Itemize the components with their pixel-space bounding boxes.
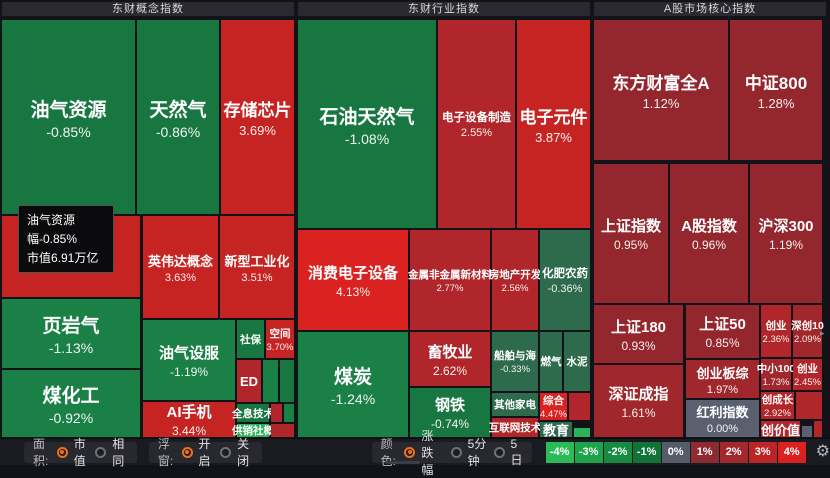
radio-float-on[interactable] (181, 446, 193, 458)
filler-tile[interactable] (569, 393, 590, 420)
tile-social-security[interactable]: 社保 (237, 320, 264, 358)
float-label: 浮窗: (157, 437, 174, 468)
tile-csi300[interactable]: 沪深300 1.19% (750, 164, 822, 303)
tile-sme100[interactable]: 中小100 1.73% (757, 359, 795, 390)
tile-sse180[interactable]: 上证180 0.93% (594, 305, 683, 363)
radio-color-change-pct[interactable] (404, 446, 416, 458)
tile-electronic-components[interactable]: 电子元件 3.87% (517, 20, 590, 228)
tile-coal[interactable]: 煤炭 -1.24% (298, 332, 408, 437)
area-option-equal[interactable]: 相同 (112, 437, 125, 468)
legend-chip: 4% (777, 441, 806, 463)
tile-natural-gas[interactable]: 天然气 -0.86% (137, 20, 219, 214)
area-control-group: 面积: 市值 相同 (24, 437, 137, 468)
legend-chip: -1% (632, 441, 661, 463)
float-option-on[interactable]: 开启 (198, 437, 211, 468)
legend-chip: 3% (748, 441, 777, 463)
tile-chinext-composite[interactable]: 创业板综 1.97% (686, 360, 759, 398)
tile-new-materials[interactable]: 金属非金属新材料 2.77% (408, 230, 492, 330)
tooltip-change: 幅-0.85% (27, 232, 78, 246)
radio-area-marketcap[interactable] (56, 446, 68, 458)
tile-new-industrialization[interactable]: 新型工业化 3.51% (220, 216, 294, 318)
color-mode-control-group: 颜色: 涨跌幅 5分钟 5日 (371, 429, 532, 477)
area-option-marketcap[interactable]: 市值 (73, 437, 86, 468)
tile-ed[interactable]: ED (237, 360, 261, 402)
float-option-off[interactable]: 关闭 (237, 437, 250, 468)
filler-tile[interactable] (263, 360, 278, 402)
tile-csi800[interactable]: 中证800 1.28% (730, 20, 822, 160)
color-scale-legend: -4% -3% -2% -1% 0% 1% 2% 3% 4% (545, 441, 806, 463)
tile-education[interactable]: 教育 (540, 422, 572, 438)
area-label: 面积: (33, 437, 49, 468)
tile-livestock[interactable]: 畜牧业 2.62% (410, 332, 490, 386)
tile-sse-composite[interactable]: 上证指数 0.95% (594, 164, 668, 303)
tile-oil-gas-resources[interactable]: 油气资源 -0.85% (2, 20, 135, 214)
tile-holography[interactable]: 全息技术 (232, 404, 274, 422)
tile-electronic-equipment-mfg[interactable]: 电子设备制造 2.55% (438, 20, 515, 228)
float-window-control-group: 浮窗: 开启 关闭 (148, 437, 262, 468)
tile-chinext[interactable]: 创业 2.36% (761, 305, 791, 357)
filler-tile[interactable] (802, 426, 812, 437)
bottom-toolbar: 面积: 市值 相同 浮窗: 开启 关闭 颜色: 涨跌幅 5分钟 5日 -4% -… (0, 429, 830, 477)
tile-dividend-index[interactable]: 红利指数 0.00% (686, 400, 759, 437)
tile-consumer-electronics[interactable]: 消费电子设备 4.13% (298, 230, 408, 330)
filler-tile[interactable] (284, 404, 294, 422)
legend-chip: 1% (690, 441, 719, 463)
panel-header-core-index: A股市场核心指数 (594, 2, 826, 16)
filler-tile[interactable] (271, 404, 282, 422)
tile-chinext-growth[interactable]: 创成长 2.92% (761, 392, 794, 419)
radio-color-5min[interactable] (450, 446, 462, 458)
tile-conglomerate[interactable]: 综合 4.47% (540, 393, 567, 420)
radio-area-equal[interactable] (95, 446, 107, 458)
filler-tile[interactable] (280, 360, 294, 402)
tile-shale-gas[interactable]: 页岩气 -1.13% (2, 299, 140, 368)
scrollbar-thumb[interactable] (385, 461, 420, 464)
tile-chinext-2[interactable]: 创业 2.45% (793, 359, 822, 390)
filler-tile[interactable] (796, 392, 822, 419)
color-option-5day[interactable]: 5日 (510, 436, 523, 467)
color-option-change-pct[interactable]: 涨跌幅 (421, 428, 434, 477)
legend-chip: 0% (661, 441, 690, 463)
resize-arrow-icon[interactable]: ▸ (820, 328, 825, 338)
tile-shipbuilding-marine[interactable]: 船舶与海 -0.33% (492, 332, 538, 391)
color-option-5min[interactable]: 5分钟 (467, 437, 487, 468)
legend-chip: 2% (719, 441, 748, 463)
filler-tile[interactable] (271, 424, 294, 437)
tile-tooltip: 油气资源 幅-0.85% 市值6.91万亿 (18, 205, 114, 273)
tile-steel[interactable]: 钢铁 -0.74% (410, 388, 490, 437)
panel-header-concept: 东财概念指数 (2, 2, 294, 16)
tile-internet-tech[interactable]: 互联网技术 (489, 418, 541, 437)
tile-real-estate-dev[interactable]: 房地产开发 2.56% (489, 230, 541, 330)
tile-sse50[interactable]: 上证50 0.85% (686, 305, 759, 358)
tile-eastmoney-all-a[interactable]: 东方财富全A 1.12% (594, 20, 728, 160)
tile-petroleum-gas[interactable]: 石油天然气 -1.08% (298, 20, 436, 228)
tile-oil-gas-services[interactable]: 油气设服 -1.19% (143, 320, 235, 400)
tile-ai-phone[interactable]: AI手机 3.44% (143, 402, 235, 438)
radio-color-5day[interactable] (493, 446, 505, 458)
heatmap-treemap: 东财概念指数 东财行业指数 A股市场核心指数 油气资源 -0.85% 天然气 -… (2, 2, 826, 438)
tile-fertilizer-pesticide[interactable]: 化肥农药 -0.36% (540, 230, 590, 330)
legend-chip: -2% (603, 441, 632, 463)
gear-icon[interactable]: ⚙ (815, 443, 830, 460)
tile-supply-coop[interactable]: 供销社概 (232, 424, 274, 437)
filler-tile[interactable] (574, 428, 590, 437)
tile-shenchuang10[interactable]: 深创10 2.09% (791, 305, 824, 357)
tile-nvidia-concept[interactable]: 英伟达概念 3.63% (143, 216, 218, 318)
tile-other-appliances[interactable]: 其他家电 (492, 393, 538, 416)
tile-a-share-index[interactable]: A股指数 0.96% (670, 164, 748, 303)
tile-coal-chemical[interactable]: 煤化工 -0.92% (2, 370, 140, 437)
legend-chip: -4% (545, 441, 574, 463)
tile-memory-chips[interactable]: 存储芯片 3.69% (221, 20, 294, 214)
panel-header-industry: 东财行业指数 (298, 2, 590, 16)
tile-szse-component[interactable]: 深证成指 1.61% (594, 365, 683, 437)
legend-chip: -3% (574, 441, 603, 463)
tile-space[interactable]: 空间 3.70% (266, 320, 294, 358)
tooltip-title: 油气资源 (27, 213, 76, 227)
tile-chinext-value[interactable]: 创价值 (761, 421, 801, 438)
filler-tile[interactable] (814, 421, 822, 437)
tile-cement[interactable]: 水泥 (564, 332, 590, 391)
tile-gas-utility[interactable]: 燃气 (540, 332, 562, 391)
tooltip-marketcap: 市值6.91万亿 (27, 251, 99, 265)
radio-float-off[interactable] (220, 446, 232, 458)
